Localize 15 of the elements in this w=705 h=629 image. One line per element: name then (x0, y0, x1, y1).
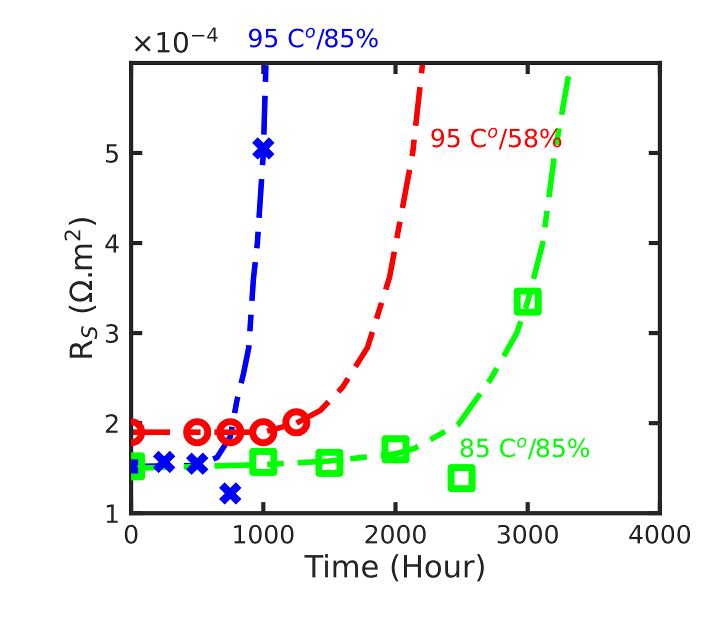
text: ×10$^{−4}$ (134, 28, 218, 53)
x-axis-title: Time (Hour) (304, 554, 484, 582)
y-tick-label: 5 (106, 144, 118, 163)
series-label: 85 C$^{o}$/85% (460, 438, 590, 460)
x-tick-label: 1000 (234, 524, 294, 544)
y-tick-label: 1 (106, 504, 118, 523)
y-tick-label: 4 (105, 234, 119, 253)
series-label: 95 C$^{o}$/85% (249, 28, 378, 50)
x-tick-label: 4000 (629, 524, 690, 544)
y-tick-label: 3 (106, 324, 118, 343)
x-tick-label: 2000 (366, 524, 426, 544)
x-tick-label: 0 (124, 524, 138, 544)
y-tick-label: 2 (106, 414, 118, 433)
y-axis-title: R$_{S}$ (Ω.m$^{2}$) (64, 218, 98, 358)
x-tick-label: 3000 (498, 524, 558, 544)
